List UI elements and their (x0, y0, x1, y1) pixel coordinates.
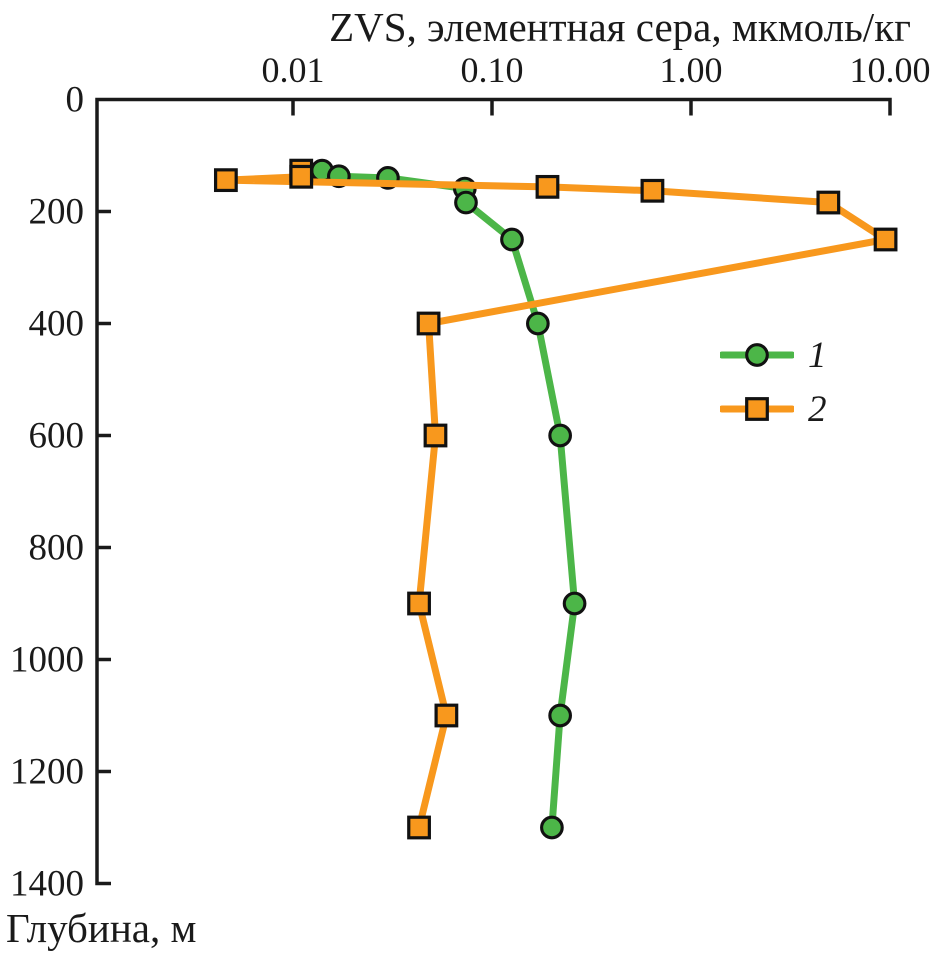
y-tick-label: 600 (29, 416, 85, 457)
series-1-marker (548, 703, 572, 728)
y-tick-label: 1200 (10, 752, 84, 793)
series-2-marker (407, 591, 431, 616)
series-2-line (222, 167, 890, 831)
legend-item-1: 1 (720, 336, 827, 374)
series-2-marker (434, 703, 459, 728)
series-1-marker (540, 815, 564, 840)
series-1-marker (562, 591, 587, 616)
legend-item-2: 2 (720, 390, 827, 428)
series-2-marker (816, 190, 841, 215)
legend-square-marker (745, 397, 769, 421)
y-tick-label: 1000 (10, 640, 84, 681)
legend-swatch-square (720, 397, 794, 421)
y-axis-title: Глубина, м (6, 905, 197, 951)
x-axis-title: ZVS, элементная сера, мкмоль/кг (329, 4, 911, 50)
series-1-marker (500, 227, 524, 252)
series-2-marker (213, 168, 238, 193)
series-2-marker (640, 178, 665, 203)
series-1-marker (526, 311, 550, 336)
y-tick-label: 200 (29, 192, 85, 233)
series-1-marker (454, 190, 478, 215)
y-tick-label: 1400 (10, 864, 84, 905)
x-tick-label: 0.10 (461, 50, 524, 90)
y-tick-label: 400 (29, 304, 85, 345)
series-2-marker (289, 164, 314, 189)
legend-label-1: 1 (808, 334, 827, 376)
series-2-marker (873, 227, 898, 252)
x-tick-label: 1.00 (660, 50, 723, 90)
series-2-marker (535, 174, 560, 199)
y-tick-label: 0 (66, 80, 85, 121)
axes (95, 97, 892, 886)
series-2-marker (423, 423, 448, 448)
series-2-marker (416, 311, 441, 336)
y-tick-label: 800 (29, 528, 85, 569)
x-tick-label: 10.00 (850, 50, 931, 90)
legend: 1 2 (720, 336, 827, 444)
series-1-marker (548, 423, 572, 448)
legend-circle-marker (745, 343, 769, 367)
series-2-marker (407, 815, 431, 840)
x-tick-label: 0.01 (262, 50, 325, 90)
legend-label-2: 2 (808, 388, 827, 430)
legend-swatch-circle (720, 343, 794, 367)
series-1-line (318, 167, 579, 831)
